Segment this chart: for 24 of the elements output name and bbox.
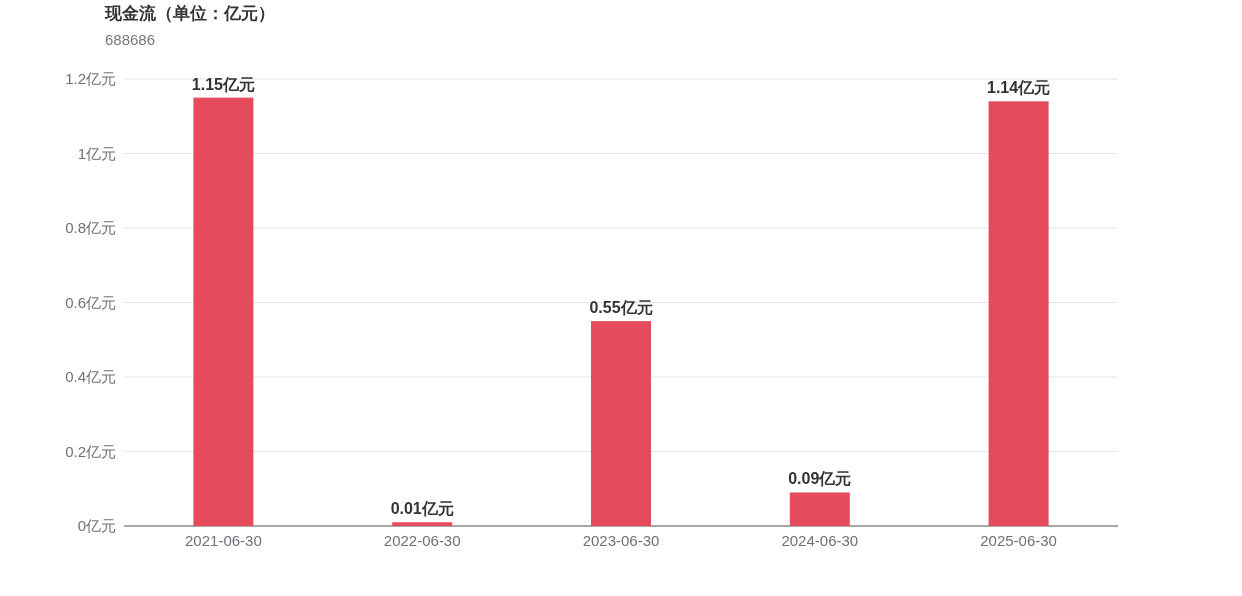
bar (988, 101, 1049, 526)
chart-subtitle: 688686 (105, 31, 156, 48)
data-label: 0.01亿元 (390, 500, 454, 518)
data-label: 1.15亿元 (191, 75, 255, 93)
x-tick-label: 2021-06-30 (185, 532, 262, 549)
x-tick-label: 2023-06-30 (582, 532, 660, 549)
y-tick-label: 0.8亿元 (65, 219, 116, 236)
chart-title: 现金流（单位：亿元） (104, 4, 275, 23)
bar (193, 97, 254, 526)
y-tick-label: 0.6亿元 (65, 293, 116, 311)
x-tick-label: 2022-06-30 (383, 532, 461, 549)
y-tick-label: 0亿元 (77, 517, 116, 534)
x-tick-label: 2025-06-30 (980, 532, 1057, 549)
y-tick-label: 0.4亿元 (65, 368, 116, 385)
y-tick-label: 1亿元 (77, 144, 116, 162)
bar (392, 522, 453, 526)
data-label: 0.55亿元 (589, 299, 653, 317)
y-tick-label: 0.2亿元 (65, 442, 116, 460)
x-tick-label: 2024-06-30 (781, 532, 859, 549)
y-tick-label: 1.2亿元 (65, 70, 116, 87)
bar (591, 321, 651, 526)
data-label: 0.09亿元 (788, 470, 852, 488)
data-label: 1.14亿元 (987, 79, 1051, 97)
bar (789, 492, 850, 526)
